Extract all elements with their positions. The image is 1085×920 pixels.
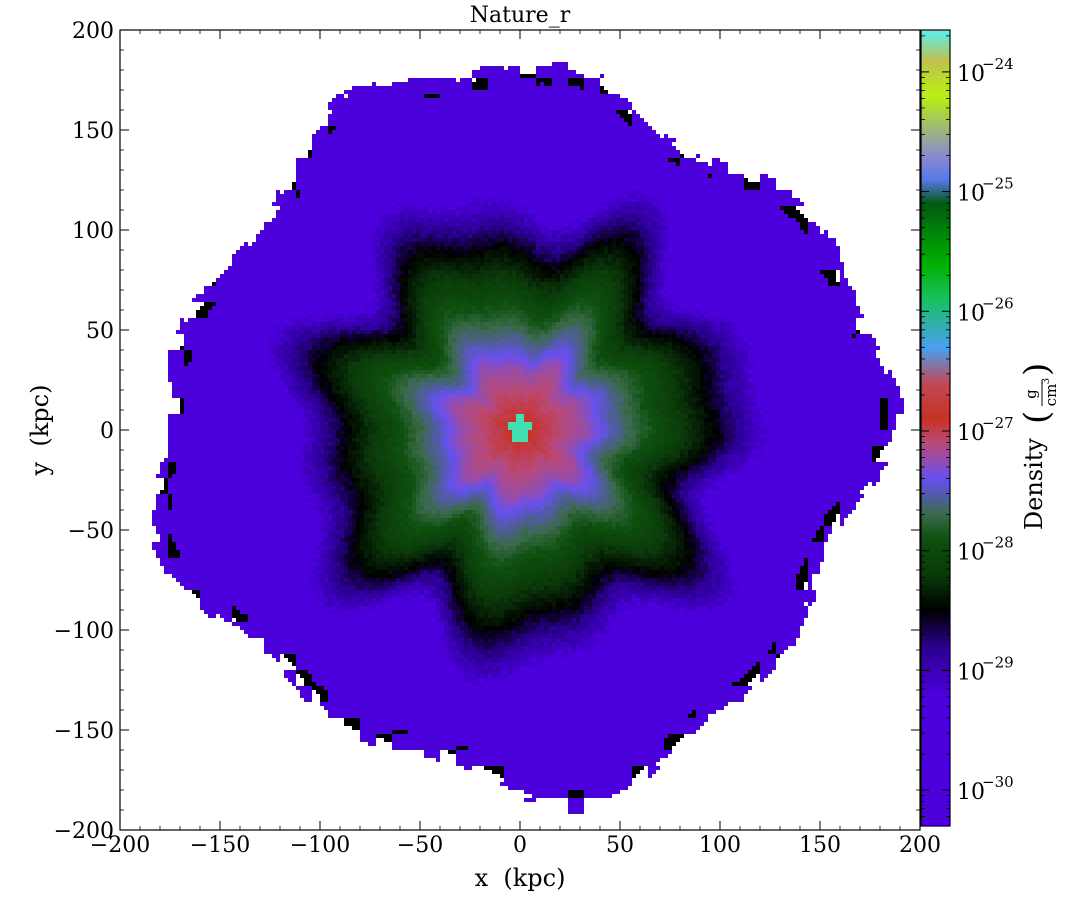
y-tick-label: 0 [100, 419, 114, 444]
x-tick-label: 200 [899, 833, 941, 858]
y-tick-label: 150 [72, 119, 114, 144]
colorbar-tick-base: 10 [957, 660, 985, 685]
colorbar-label: Density ( g cm 3 ) [1017, 363, 1060, 530]
colorbar-paren-right: ) [1017, 363, 1057, 376]
colorbar-paren-left: ( [1017, 411, 1057, 424]
y-axis-label: y (kpc) [26, 385, 54, 477]
y-tick-label: −200 [54, 819, 114, 844]
x-tick-label: −150 [190, 833, 250, 858]
x-tick-label: 150 [799, 833, 841, 858]
colorbar-frame [920, 29, 951, 827]
y-tick-label: −150 [54, 719, 114, 744]
colorbar-tick-exponent: −28 [982, 534, 1014, 552]
x-tick-label: 0 [513, 833, 527, 858]
colorbar-tick-base: 10 [957, 62, 985, 87]
x-tick-label: 50 [606, 833, 634, 858]
y-tick-label: 50 [86, 319, 114, 344]
y-tick-label: 200 [72, 19, 114, 44]
colorbar-tick-base: 10 [957, 301, 985, 326]
colorbar-fill [921, 30, 950, 826]
colorbar-tick-exponent: −30 [982, 773, 1014, 791]
colorbar-tick-exponent: −26 [982, 294, 1014, 312]
colorbar-unit-numerator: g [1022, 389, 1040, 399]
y-axis-ticks: −200 −150 −100 −50 0 50 100 150 200 [54, 19, 920, 844]
y-tick-label: −100 [54, 619, 114, 644]
x-tick-label: −50 [397, 833, 443, 858]
x-axis-ticks: −200 −150 −100 −50 0 50 100 150 200 [90, 30, 941, 858]
colorbar-tick-base: 10 [957, 780, 985, 805]
colorbar-tick-exponent: −27 [982, 414, 1014, 432]
colorbar-tick-base: 10 [957, 541, 985, 566]
colorbar-label-text: Density [1020, 438, 1048, 531]
colorbar-unit-denominator: cm [1042, 384, 1060, 407]
heatmap-plot-area [120, 30, 920, 830]
colorbar-tick-base: 10 [957, 182, 985, 207]
colorbar-tick-base: 10 [957, 421, 985, 446]
density-heatmap [120, 30, 920, 830]
colorbar-tick-exponent: −25 [982, 175, 1014, 193]
x-tick-label: −100 [290, 833, 350, 858]
x-tick-label: 100 [699, 833, 741, 858]
colorbar-unit-exponent: 3 [1041, 378, 1052, 384]
colorbar-tick-exponent: −29 [982, 653, 1014, 671]
y-tick-label: −50 [68, 519, 114, 544]
x-axis-label: x (kpc) [475, 864, 566, 892]
chart-title: Nature_r [470, 3, 571, 28]
y-tick-label: 100 [72, 219, 114, 244]
x-tick-label: −200 [90, 833, 150, 858]
colorbar-tick-exponent: −24 [982, 55, 1014, 73]
